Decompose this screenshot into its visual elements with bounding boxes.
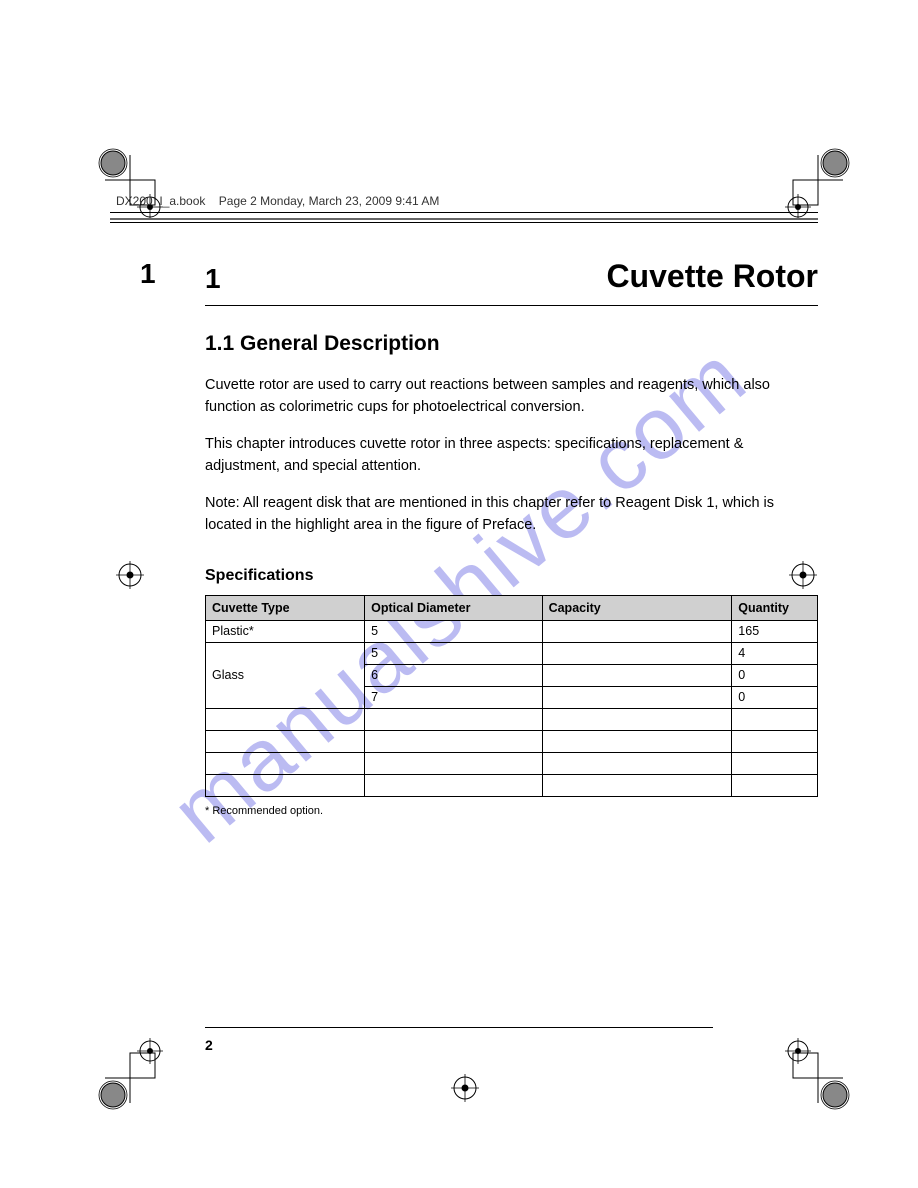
table-header-type: Cuvette Type: [206, 595, 365, 620]
table-header-diameter: Optical Diameter: [365, 595, 542, 620]
table-cell: [732, 752, 818, 774]
table-header-capacity: Capacity: [542, 595, 732, 620]
table-cell: [365, 708, 542, 730]
table-cell: 5: [365, 620, 542, 642]
crop-mark-mid-left: [115, 560, 145, 590]
crop-mark-bottom-left: [95, 1033, 175, 1113]
table-cell: [365, 752, 542, 774]
crop-mark-bottom-center: [450, 1073, 480, 1103]
table-cell: [542, 708, 732, 730]
body-paragraph: Cuvette rotor are used to carry out reac…: [205, 374, 818, 419]
specifications-table: Cuvette Type Optical Diameter Capacity Q…: [205, 595, 818, 797]
table-cell: [542, 752, 732, 774]
page-number-side: 1: [140, 258, 156, 290]
table-row: [206, 730, 818, 752]
section-title: 1.1 General Description: [205, 332, 818, 356]
table-cell: [206, 774, 365, 796]
header-pageinfo: Page 2 Monday, March 23, 2009 9:41 AM: [219, 194, 440, 208]
table-cell: Plastic*: [206, 620, 365, 642]
table-row: [206, 752, 818, 774]
table-cell: [542, 620, 732, 642]
table-row: Plastic* 5 165: [206, 620, 818, 642]
table-cell: 165: [732, 620, 818, 642]
body-paragraph: This chapter introduces cuvette rotor in…: [205, 433, 818, 478]
table-cell: [542, 730, 732, 752]
table-cell: [542, 774, 732, 796]
table-cell: [542, 686, 732, 708]
footer-rule: [205, 1027, 713, 1028]
table-cell: [732, 708, 818, 730]
table-cell: Glass: [206, 642, 365, 708]
table-header-quantity: Quantity: [732, 595, 818, 620]
table-row: Glass 5 4: [206, 642, 818, 664]
body-paragraph: Note: All reagent disk that are mentione…: [205, 492, 818, 537]
chapter-number: 1: [205, 263, 221, 295]
table-cell: [365, 774, 542, 796]
table-cell: 4: [732, 642, 818, 664]
table-row: [206, 774, 818, 796]
subsection-title: Specifications: [205, 567, 818, 585]
table-cell: 7: [365, 686, 542, 708]
table-cell: [206, 730, 365, 752]
table-cell: [206, 708, 365, 730]
table-row: [206, 708, 818, 730]
table-cell: 5: [365, 642, 542, 664]
table-cell: [732, 774, 818, 796]
table-cell: [542, 642, 732, 664]
crop-mark-bottom-right: [773, 1033, 853, 1113]
table-cell: 0: [732, 686, 818, 708]
table-cell: 6: [365, 664, 542, 686]
table-cell: 0: [732, 664, 818, 686]
table-footnote: * Recommended option.: [205, 805, 818, 817]
chapter-title: Cuvette Rotor: [606, 258, 818, 295]
table-cell: [542, 664, 732, 686]
table-cell: [365, 730, 542, 752]
header-filename: DX200_I_a.book: [116, 194, 205, 208]
table-cell: [732, 730, 818, 752]
table-cell: [206, 752, 365, 774]
page-number-bottom: 2: [205, 1037, 213, 1053]
page-header: DX200_I_a.book Page 2 Monday, March 23, …: [110, 194, 818, 223]
